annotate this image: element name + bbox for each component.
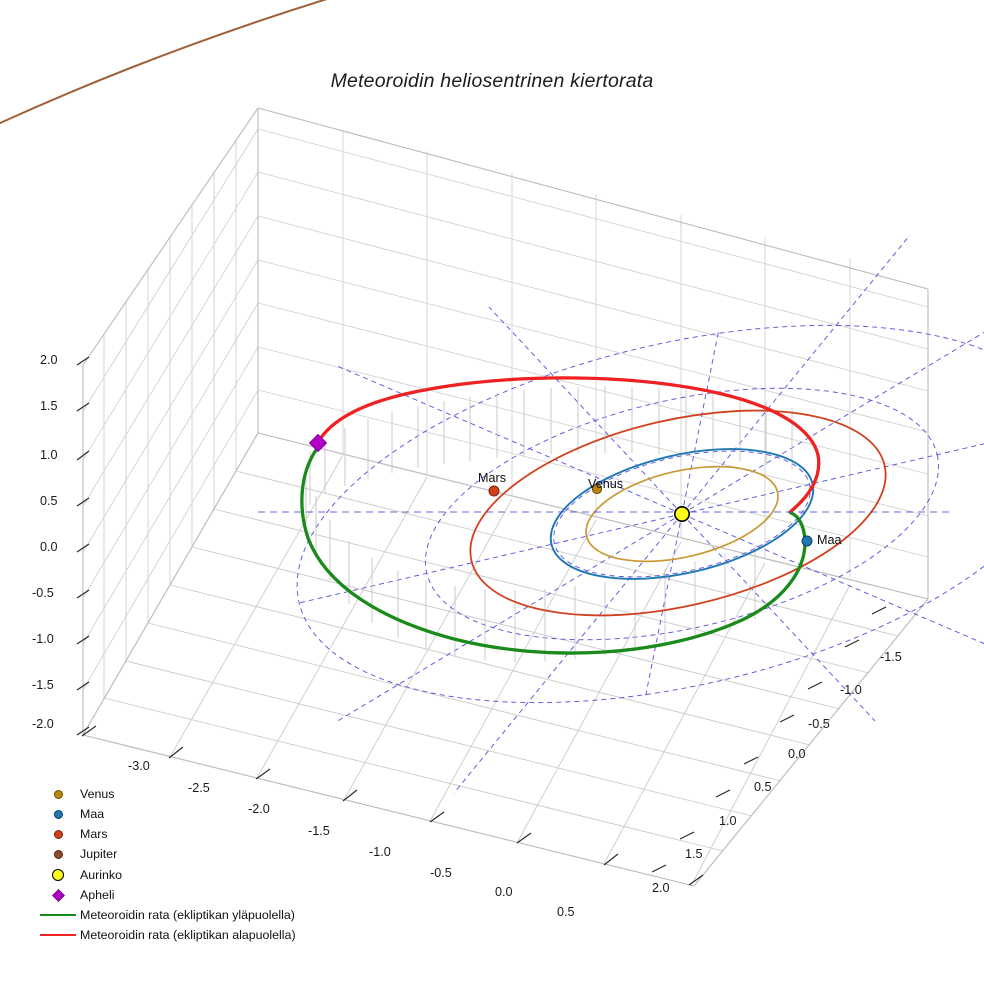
legend-item[interactable]: Meteoroidin rata (ekliptikan yläpuolella… xyxy=(36,905,346,925)
venus-label: Venus xyxy=(588,477,624,491)
mars-label: Mars xyxy=(478,471,506,485)
z-ticks xyxy=(76,356,90,736)
circle-marker-swatch xyxy=(53,829,63,839)
maa-label: Maa xyxy=(817,533,842,547)
y-tick-3: 0.0 xyxy=(788,747,806,761)
legend-item[interactable]: Jupiter xyxy=(36,845,346,865)
legend-item-label: Venus xyxy=(80,786,115,801)
y-tick-6: 1.5 xyxy=(685,847,703,861)
polar-grid xyxy=(296,234,984,794)
aurinko-marker xyxy=(673,505,690,522)
legend-item[interactable]: Venus xyxy=(36,784,346,804)
line-marker xyxy=(36,934,80,937)
pane-grid xyxy=(82,107,929,887)
y-tick-4: 0.5 xyxy=(754,780,772,794)
z-tick-5: -0.5 xyxy=(32,586,54,600)
legend-item[interactable]: Maa xyxy=(36,804,346,824)
line-marker xyxy=(36,914,80,917)
apheli-marker xyxy=(308,433,328,453)
meteoroid-orbit-above xyxy=(300,448,807,655)
tick-marks xyxy=(76,356,887,886)
y-tick-7: 2.0 xyxy=(652,881,670,895)
legend-item[interactable]: Mars xyxy=(36,824,346,844)
legend-item-label: Maa xyxy=(80,807,105,822)
legend-item[interactable]: Apheli xyxy=(36,885,346,905)
x-tick-0: -3.0 xyxy=(128,759,150,773)
x-tick-5: -0.5 xyxy=(430,866,452,880)
circle-marker-swatch xyxy=(53,809,63,819)
legend: Venus Maa Mars Jupiter Aurinko Apheli Meteoroi… xyxy=(36,784,346,946)
z-tick-6: -1.0 xyxy=(32,632,54,646)
y-tick-0: -1.5 xyxy=(880,650,902,664)
legend-item-label: Meteoroidin rata (ekliptikan alapuolella… xyxy=(80,928,296,943)
legend-item-label: Meteoroidin rata (ekliptikan yläpuolella… xyxy=(80,908,295,923)
orbit-stem-lines xyxy=(305,386,793,662)
meteoroid-orbit-below xyxy=(314,376,821,514)
x-tick-7: 0.5 xyxy=(557,905,575,919)
page-title: Meteoroidin heliosentrinen kiertorata xyxy=(330,70,654,92)
z-tick-2: 1.0 xyxy=(40,448,58,462)
x-tick-1: -2.5 xyxy=(188,781,210,795)
axes-box-outline xyxy=(82,107,929,887)
line-marker-swatch xyxy=(40,914,76,917)
maa-marker xyxy=(801,535,813,547)
diamond-marker-swatch xyxy=(51,888,65,902)
venus-marker xyxy=(591,483,603,495)
z-tick-1: 1.5 xyxy=(40,399,58,413)
x-tick-3: -1.5 xyxy=(308,824,330,838)
circle-marker-swatch xyxy=(53,789,63,799)
y-tick-2: -0.5 xyxy=(808,717,830,731)
circle-marker xyxy=(36,809,80,819)
sun-marker xyxy=(36,868,80,881)
body-markers xyxy=(308,433,813,547)
sun-marker-swatch xyxy=(52,868,64,881)
legend-item-label: Jupiter xyxy=(80,847,118,862)
diamond-marker xyxy=(36,888,80,902)
circle-marker xyxy=(36,789,80,799)
z-tick-3: 0.5 xyxy=(40,494,58,508)
x-tick-4: -1.0 xyxy=(369,845,391,859)
line-marker-swatch xyxy=(40,934,76,937)
circle-marker xyxy=(36,829,80,839)
z-tick-8: -2.0 xyxy=(32,717,54,731)
legend-item[interactable]: Meteoroidin rata (ekliptikan alapuolella… xyxy=(36,925,346,945)
orbit-venus xyxy=(585,465,779,563)
z-tick-4: 0.0 xyxy=(40,540,58,554)
z-tick-7: -1.5 xyxy=(32,678,54,692)
legend-item-label: Aurinko xyxy=(80,867,123,882)
mars-marker xyxy=(488,485,500,497)
orbit-mars xyxy=(469,409,887,617)
left-wall-grid xyxy=(82,107,259,736)
polar-spokes xyxy=(298,234,984,794)
z-tick-0: 2.0 xyxy=(40,353,58,367)
legend-item-label: Mars xyxy=(80,827,108,842)
circle-marker-swatch xyxy=(53,850,63,860)
polar-circle-3au xyxy=(296,324,984,704)
y-tick-1: -1.0 xyxy=(840,683,862,697)
x-ticks xyxy=(81,725,704,886)
y-ticks xyxy=(651,606,887,873)
legend-item[interactable]: Aurinko xyxy=(36,865,346,885)
x-tick-6: 0.0 xyxy=(495,885,513,899)
circle-marker xyxy=(36,850,80,860)
y-tick-5: 1.0 xyxy=(719,814,737,828)
legend-item-label: Apheli xyxy=(80,887,115,902)
x-tick-2: -2.0 xyxy=(248,802,270,816)
